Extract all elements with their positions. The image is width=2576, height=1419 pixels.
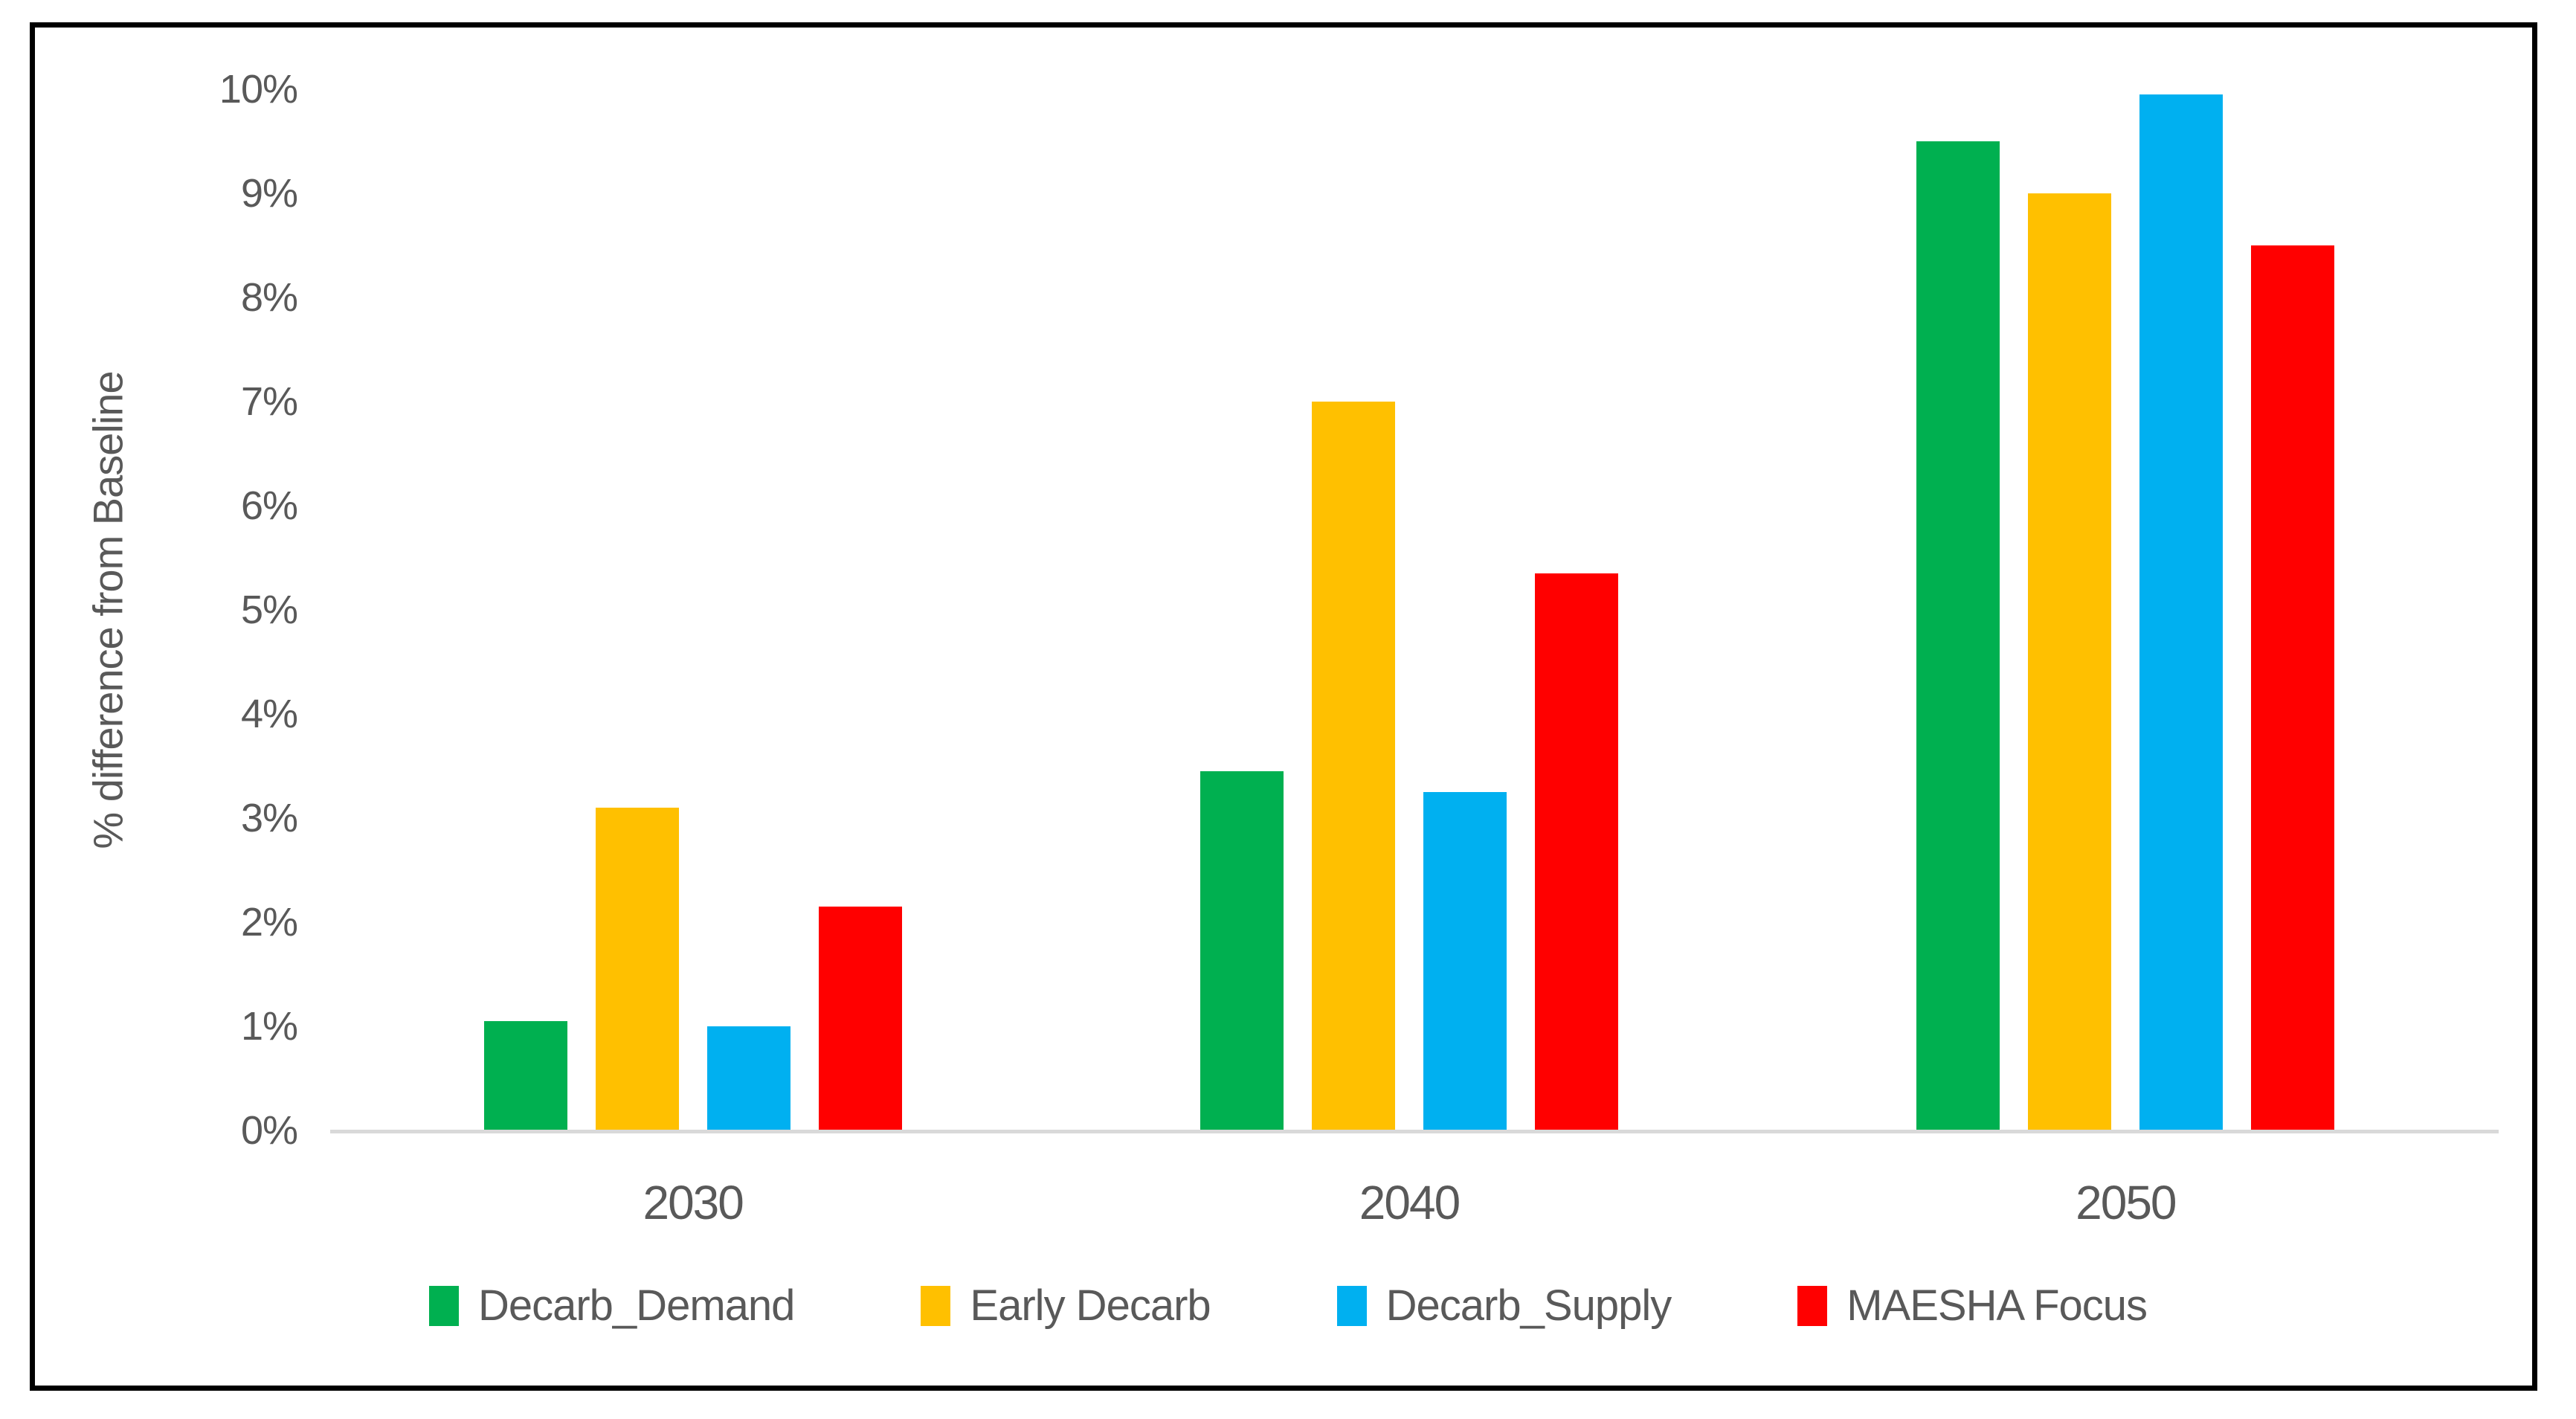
y-tick-label-3: 3% bbox=[240, 796, 298, 840]
legend-item-maesha-focus: MAESHA Focus bbox=[1797, 1281, 2148, 1330]
y-tick-label-2: 2% bbox=[240, 900, 298, 945]
legend-swatch-icon bbox=[1336, 1285, 1367, 1326]
bar-maesha-focus-2040 bbox=[1534, 573, 1618, 1130]
chart-outer-border bbox=[30, 22, 2537, 1391]
bar-group-2040 bbox=[1051, 89, 1767, 1130]
legend: Decarb_Demand Early Decarb Decarb_Supply MA… bbox=[0, 1281, 2576, 1330]
bar-early-decarb-2040 bbox=[1311, 402, 1395, 1130]
bar-decarb-demand-2030 bbox=[483, 1021, 567, 1130]
legend-label: Decarb_Supply bbox=[1385, 1281, 1672, 1330]
plot-area bbox=[330, 89, 2499, 1133]
bar-decarb-supply-2040 bbox=[1423, 792, 1507, 1130]
x-axis-label-2040: 2040 bbox=[1359, 1176, 1461, 1229]
bar-decarb-supply-2030 bbox=[706, 1026, 790, 1130]
legend-label: Early Decarb bbox=[970, 1281, 1211, 1330]
y-tick-label-8: 8% bbox=[240, 275, 298, 320]
bar-group-2030 bbox=[335, 89, 1051, 1130]
x-axis-label-2030: 2030 bbox=[643, 1176, 744, 1229]
legend-item-early-decarb: Early Decarb bbox=[921, 1281, 1211, 1330]
y-axis-title: % difference from Baseline bbox=[84, 370, 132, 849]
bar-early-decarb-2050 bbox=[2028, 193, 2112, 1130]
y-axis-title-box: % difference from Baseline bbox=[52, 89, 164, 1130]
legend-swatch-icon bbox=[921, 1285, 951, 1326]
y-tick-label-10: 10% bbox=[219, 67, 298, 112]
legend-swatch-icon bbox=[428, 1285, 459, 1326]
bar-maesha-focus-2050 bbox=[2251, 245, 2335, 1130]
legend-swatch-icon bbox=[1797, 1285, 1828, 1326]
y-axis-tick-labels: 0% 1% 2% 3% 4% 5% 6% 7% 8% 9% 10% bbox=[156, 67, 298, 1153]
legend-item-decarb-demand: Decarb_Demand bbox=[428, 1281, 795, 1330]
bar-decarb-demand-2050 bbox=[1916, 141, 2000, 1130]
y-tick-label-7: 7% bbox=[240, 379, 298, 424]
x-axis-labels: 2030 2040 2050 bbox=[335, 1175, 2484, 1230]
x-axis-line bbox=[330, 1130, 2499, 1133]
y-tick-label-4: 4% bbox=[240, 692, 298, 736]
legend-item-decarb-supply: Decarb_Supply bbox=[1336, 1281, 1672, 1330]
bar-decarb-supply-2050 bbox=[2139, 94, 2224, 1130]
bar-maesha-focus-2030 bbox=[818, 907, 902, 1130]
y-tick-label-5: 5% bbox=[240, 588, 298, 632]
y-tick-label-9: 9% bbox=[240, 171, 298, 216]
y-tick-label-6: 6% bbox=[240, 483, 298, 528]
x-axis-label-2050: 2050 bbox=[2076, 1176, 2177, 1229]
y-tick-label-1: 1% bbox=[240, 1004, 298, 1049]
bar-early-decarb-2030 bbox=[595, 808, 679, 1130]
y-tick-label-0: 0% bbox=[240, 1108, 298, 1153]
legend-label: MAESHA Focus bbox=[1846, 1281, 2148, 1330]
bar-decarb-demand-2040 bbox=[1200, 771, 1284, 1130]
bar-group-2050 bbox=[1768, 89, 2484, 1130]
legend-label: Decarb_Demand bbox=[477, 1281, 795, 1330]
